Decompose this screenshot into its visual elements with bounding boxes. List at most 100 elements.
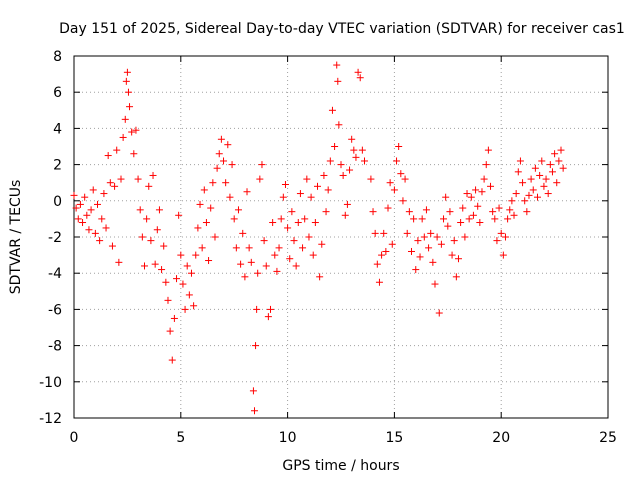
data-point: [523, 208, 531, 216]
data-point: [252, 342, 260, 350]
y-tick-label: -12: [39, 411, 62, 427]
data-point: [521, 197, 529, 205]
data-point: [145, 182, 153, 190]
data-point: [536, 171, 544, 179]
data-point: [76, 200, 84, 208]
data-point: [254, 269, 262, 277]
data-point: [506, 206, 514, 214]
data-point: [501, 233, 509, 241]
data-point: [339, 171, 347, 179]
data-point: [397, 170, 405, 178]
data-point: [334, 77, 342, 85]
data-point: [132, 126, 140, 134]
data-point: [164, 296, 172, 304]
data-point: [474, 202, 482, 210]
data-point: [478, 188, 486, 196]
data-point: [388, 240, 396, 248]
data-point: [360, 157, 368, 165]
data-point: [465, 215, 473, 223]
data-point: [113, 146, 121, 154]
y-tick-label: 6: [53, 85, 62, 101]
chart-title: Day 151 of 2025, Sidereal Day-to-day VTE…: [59, 21, 625, 37]
data-point: [269, 219, 277, 227]
data-point: [224, 141, 232, 149]
x-tick-label: 20: [492, 430, 510, 446]
data-point: [190, 302, 198, 310]
data-point: [527, 175, 535, 183]
data-point: [151, 260, 159, 268]
data-point: [207, 204, 215, 212]
data-point: [106, 179, 114, 187]
data-point: [442, 193, 450, 201]
data-point: [232, 244, 240, 252]
data-point: [153, 226, 161, 234]
data-point: [91, 229, 99, 237]
data-point: [348, 135, 356, 143]
y-tick-label: -8: [48, 339, 62, 355]
data-points: [70, 61, 567, 415]
data-point: [249, 387, 257, 395]
data-point: [138, 233, 146, 241]
data-point: [185, 291, 193, 299]
data-point: [117, 175, 125, 183]
data-point: [493, 237, 501, 245]
data-point: [279, 193, 287, 201]
data-point: [243, 188, 251, 196]
data-point: [435, 309, 443, 317]
data-point: [463, 190, 471, 198]
data-point: [273, 267, 281, 275]
data-point: [399, 197, 407, 205]
data-point: [136, 206, 144, 214]
data-point: [260, 237, 268, 245]
data-point: [337, 161, 345, 169]
data-point: [286, 255, 294, 263]
data-point: [143, 215, 151, 223]
data-point: [277, 215, 285, 223]
data-point: [343, 200, 351, 208]
y-tick-label: -4: [48, 266, 62, 282]
data-point: [175, 211, 183, 219]
data-point: [326, 157, 334, 165]
y-tick-label: -10: [39, 375, 62, 391]
data-point: [487, 182, 495, 190]
y-tick-label: 0: [53, 194, 62, 210]
data-point: [155, 206, 163, 214]
data-point: [124, 88, 132, 96]
data-point: [72, 204, 80, 212]
data-point: [375, 278, 383, 286]
data-point: [100, 190, 108, 198]
data-point: [440, 215, 448, 223]
data-point: [314, 182, 322, 190]
data-point: [111, 182, 119, 190]
data-point: [258, 161, 266, 169]
data-point: [450, 237, 458, 245]
data-point: [476, 219, 484, 227]
data-point: [181, 305, 189, 313]
data-point: [429, 258, 437, 266]
data-point: [371, 229, 379, 237]
data-point: [431, 280, 439, 288]
data-point: [311, 219, 319, 227]
data-point: [245, 244, 253, 252]
data-point: [253, 305, 261, 313]
data-point: [384, 204, 392, 212]
data-point: [177, 251, 185, 259]
data-point: [102, 224, 110, 232]
data-point: [322, 208, 330, 216]
data-point: [540, 182, 548, 190]
data-point: [256, 175, 264, 183]
data-point: [433, 233, 441, 241]
data-point: [79, 219, 87, 227]
data-point: [446, 208, 454, 216]
data-point: [179, 280, 187, 288]
data-point: [495, 204, 503, 212]
data-point: [514, 168, 522, 176]
data-point: [410, 215, 418, 223]
data-point: [341, 211, 349, 219]
data-point: [320, 171, 328, 179]
y-tick-label: -2: [48, 230, 62, 246]
data-point: [499, 251, 507, 259]
data-point: [205, 257, 213, 265]
data-point: [202, 219, 210, 227]
y-tick-label: 8: [53, 49, 62, 65]
